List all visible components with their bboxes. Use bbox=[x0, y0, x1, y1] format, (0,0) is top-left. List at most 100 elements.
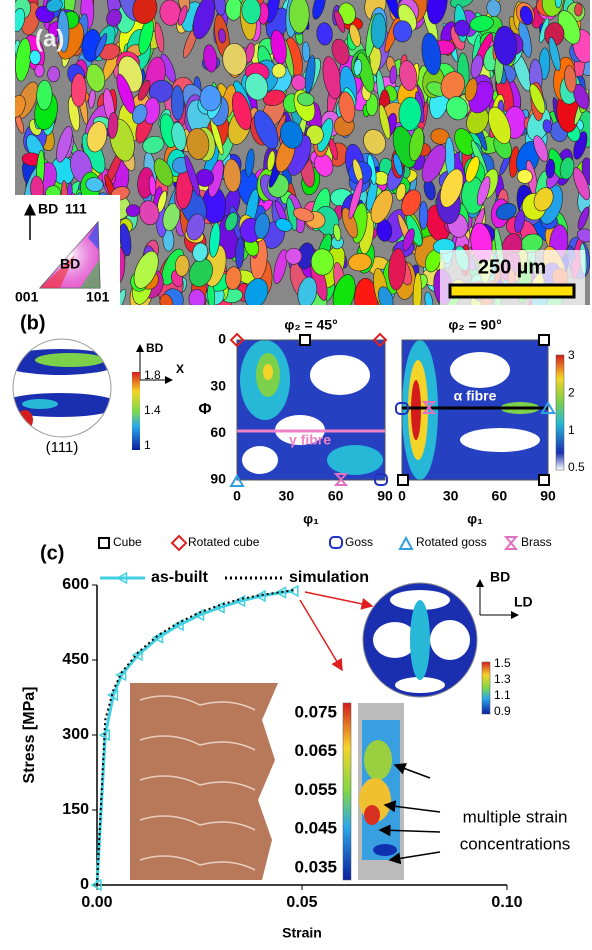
grain bbox=[465, 156, 480, 183]
grain bbox=[47, 66, 61, 83]
grain bbox=[231, 91, 252, 131]
y-tick-label: 450 bbox=[62, 651, 89, 668]
grain bbox=[424, 291, 434, 305]
grain bbox=[334, 10, 346, 33]
colorbar-label: 1.1 bbox=[494, 688, 511, 702]
panel-label: (b) bbox=[20, 312, 46, 334]
grain bbox=[529, 83, 546, 114]
grain bbox=[265, 0, 280, 24]
grain bbox=[554, 0, 562, 9]
grain bbox=[218, 28, 227, 44]
annotation: concentrations bbox=[460, 834, 571, 853]
colorbar-label: 3 bbox=[568, 348, 575, 362]
section-title: φ₂ = 45° bbox=[284, 317, 337, 333]
pole-figure bbox=[363, 583, 477, 697]
grain bbox=[244, 278, 269, 305]
grain bbox=[439, 168, 464, 208]
grain bbox=[348, 253, 372, 272]
data-point bbox=[274, 586, 287, 599]
grain bbox=[184, 155, 201, 197]
grain bbox=[171, 121, 187, 151]
grain bbox=[95, 33, 108, 58]
grain bbox=[341, 207, 358, 239]
grain bbox=[36, 79, 53, 111]
grain bbox=[199, 85, 222, 112]
grain bbox=[446, 96, 469, 121]
fibre-label: γ fibre bbox=[289, 432, 331, 448]
grain bbox=[148, 175, 157, 197]
grain bbox=[488, 106, 512, 145]
legend-label: Goss bbox=[345, 535, 373, 549]
grain bbox=[378, 104, 391, 140]
legend-label: Brass bbox=[521, 535, 552, 549]
x-tick-label: 0.00 bbox=[81, 894, 112, 911]
grain bbox=[332, 274, 356, 305]
grain bbox=[253, 110, 279, 150]
grain bbox=[450, 0, 474, 9]
colorbar bbox=[481, 661, 491, 715]
odf-tick-label: 60 bbox=[492, 488, 508, 504]
grain bbox=[57, 10, 70, 53]
colorbar-label: 0.075 bbox=[294, 702, 337, 721]
grain bbox=[235, 236, 245, 269]
grain bbox=[495, 202, 517, 220]
colorbar bbox=[132, 372, 140, 450]
chart: 0 150 300 450 600 0.00 0.05 0.10 Strain Stress [M… bbox=[21, 569, 522, 940]
grain bbox=[132, 104, 148, 125]
legend-label: Cube bbox=[113, 535, 142, 549]
grain bbox=[418, 200, 429, 230]
y-axis-label: Stress [MPa] bbox=[21, 687, 38, 784]
grain bbox=[377, 286, 394, 305]
grain bbox=[29, 50, 42, 65]
grain bbox=[516, 169, 533, 184]
grain bbox=[564, 65, 577, 93]
pole-figure bbox=[13, 339, 111, 437]
grain bbox=[331, 38, 350, 65]
grain bbox=[389, 65, 398, 85]
axis-label: LD bbox=[514, 594, 533, 610]
legend: Cube Rotated cube Goss Rotated goss Brass bbox=[98, 534, 552, 552]
grain bbox=[192, 242, 208, 262]
grain bbox=[297, 92, 315, 107]
colorbar-label: 0.9 bbox=[494, 704, 511, 718]
colorbar-label: 0.5 bbox=[568, 460, 585, 474]
grain bbox=[304, 55, 316, 94]
x-tick-label: 0.10 bbox=[491, 894, 522, 911]
odf-tick-label: 0 bbox=[218, 331, 226, 347]
grain bbox=[154, 22, 165, 53]
grain bbox=[137, 80, 151, 101]
grain bbox=[70, 73, 87, 108]
grain bbox=[279, 120, 304, 149]
grain bbox=[293, 207, 315, 222]
grain bbox=[148, 79, 174, 103]
colorbar-label: 1.4 bbox=[144, 403, 161, 417]
grain bbox=[486, 0, 501, 17]
grain bbox=[421, 32, 442, 76]
grain bbox=[353, 59, 363, 76]
data-point bbox=[106, 688, 119, 702]
axis-label: X bbox=[176, 362, 184, 376]
y-tick-label: 600 bbox=[62, 576, 89, 593]
grain bbox=[383, 0, 401, 19]
grain bbox=[542, 119, 552, 134]
grain bbox=[15, 7, 26, 32]
grain bbox=[85, 63, 106, 92]
odf-section bbox=[237, 340, 385, 480]
colorbar-label: 0.055 bbox=[294, 780, 337, 799]
grain bbox=[177, 5, 188, 26]
grain bbox=[273, 249, 288, 284]
legend-label: Rotated cube bbox=[188, 535, 260, 549]
grain bbox=[469, 15, 494, 32]
grain bbox=[186, 213, 206, 241]
grain bbox=[533, 135, 549, 162]
grain bbox=[132, 0, 158, 25]
odf-tick-label: 90 bbox=[540, 488, 556, 504]
grain bbox=[412, 272, 422, 305]
grain bbox=[288, 0, 310, 34]
axis-label: Φ bbox=[198, 401, 211, 418]
legend-label: Rotated goss bbox=[416, 535, 487, 549]
grain bbox=[338, 91, 356, 123]
data-point bbox=[151, 631, 164, 644]
grain bbox=[464, 78, 478, 102]
